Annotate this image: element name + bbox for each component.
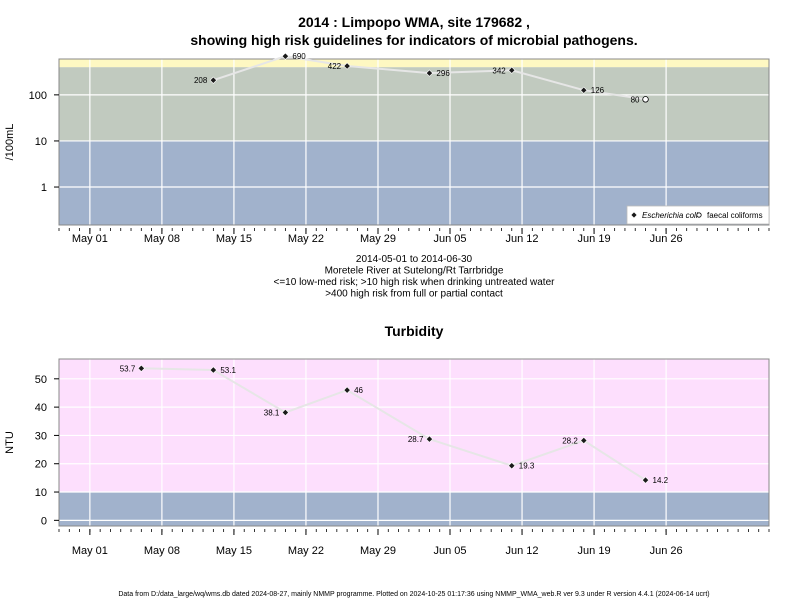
legend-label: faecal coliforms bbox=[707, 211, 763, 220]
x-tick-label: Jun 05 bbox=[433, 233, 466, 245]
data-point bbox=[508, 462, 516, 470]
chart-note: <=10 low-med risk; >10 high risk when dr… bbox=[274, 277, 556, 288]
data-label: 208 bbox=[194, 76, 208, 85]
y-tick-label: 0 bbox=[41, 515, 47, 527]
x-tick-label: May 08 bbox=[144, 545, 180, 557]
x-tick-label: Jun 12 bbox=[506, 233, 539, 245]
data-point bbox=[209, 76, 217, 84]
data-point bbox=[281, 52, 290, 60]
legend-marker bbox=[631, 212, 637, 218]
y-axis-label: NTU bbox=[4, 431, 16, 454]
chart-note: 2014-05-01 to 2014-06-30 bbox=[356, 254, 473, 265]
x-tick-label: May 01 bbox=[72, 545, 108, 557]
data-point bbox=[580, 436, 588, 445]
x-tick-label: May 22 bbox=[288, 545, 324, 557]
chart-note: Moretele River at Sutelong/Rt Tarrbridge bbox=[325, 266, 504, 277]
legend-label: Escherichia coli bbox=[642, 211, 698, 220]
series-line bbox=[141, 367, 647, 481]
data-label: 690 bbox=[292, 52, 306, 61]
data-label: 28.2 bbox=[562, 437, 578, 446]
legend-marker bbox=[696, 212, 702, 218]
data-point bbox=[281, 408, 290, 417]
data-point bbox=[425, 69, 434, 77]
risk-band-3 bbox=[59, 59, 769, 68]
x-tick-label: Jun 05 bbox=[433, 545, 466, 557]
chart-panel-1: 1 10 100 May 01 May 08 May 15 May 22 May 29 Jun … bbox=[4, 14, 770, 300]
data-point bbox=[137, 364, 145, 372]
data-label: 46 bbox=[354, 386, 363, 395]
x-tick-label: May 08 bbox=[144, 233, 180, 245]
data-label: 296 bbox=[436, 69, 450, 78]
x-tick-label: May 22 bbox=[288, 233, 324, 245]
y-tick-label: 10 bbox=[35, 487, 47, 499]
y-tick-label: 50 bbox=[35, 374, 47, 386]
chart-title-line-2: showing high risk guidelines for indicat… bbox=[190, 32, 637, 48]
x-tick-label: May 29 bbox=[360, 233, 396, 245]
chart-title: 2014 : Limpopo WMA, site 179682 , bbox=[298, 14, 530, 30]
plot-border bbox=[58, 358, 770, 527]
footer-note: Data from D:/data_large/wq/wms.db dated … bbox=[118, 591, 709, 598]
data-point bbox=[209, 366, 217, 374]
data-label: 342 bbox=[492, 66, 506, 75]
data-label: 19.3 bbox=[519, 462, 535, 471]
risk-band-2 bbox=[59, 67, 769, 141]
x-tick-label: May 29 bbox=[360, 545, 396, 557]
x-tick-label: Jun 19 bbox=[578, 233, 611, 245]
x-tick-label: May 01 bbox=[72, 233, 108, 245]
chart-title: Turbidity bbox=[385, 323, 444, 339]
chart-panel-2: 0 10 20 30 40 50 May 01 May 08 May 15 May 22 May 2… bbox=[4, 323, 770, 557]
data-point bbox=[425, 435, 434, 443]
x-tick-label: Jun 12 bbox=[506, 545, 539, 557]
x-tick-label: May 15 bbox=[216, 545, 252, 557]
data-label: 53.1 bbox=[220, 366, 236, 375]
data-point bbox=[641, 476, 650, 484]
plot-border bbox=[58, 58, 770, 226]
chart-note: >400 high risk from full or partial cont… bbox=[325, 289, 503, 300]
data-label: 28.7 bbox=[408, 435, 424, 444]
data-label: 422 bbox=[328, 62, 342, 71]
data-point bbox=[343, 62, 351, 70]
data-label: 53.7 bbox=[120, 364, 136, 373]
data-label: 80 bbox=[631, 95, 640, 104]
y-tick-label: 100 bbox=[29, 90, 47, 102]
y-tick-label: 1 bbox=[41, 182, 47, 194]
x-tick-label: Jun 19 bbox=[578, 545, 611, 557]
x-tick-label: Jun 26 bbox=[650, 233, 683, 245]
y-tick-label: 30 bbox=[35, 430, 47, 442]
y-tick-label: 20 bbox=[35, 459, 47, 471]
data-point bbox=[580, 86, 588, 94]
data-label: 126 bbox=[591, 86, 605, 95]
data-label: 38.1 bbox=[264, 408, 280, 417]
x-tick-label: Jun 26 bbox=[650, 545, 683, 557]
y-tick-label: 40 bbox=[35, 402, 47, 414]
y-axis-label: /100mL bbox=[4, 124, 16, 161]
data-point bbox=[642, 96, 649, 103]
data-point bbox=[343, 386, 351, 394]
x-tick-label: May 15 bbox=[216, 233, 252, 245]
data-label: 14.2 bbox=[653, 476, 669, 485]
y-tick-label: 10 bbox=[35, 136, 47, 148]
risk-band-2 bbox=[59, 359, 769, 493]
data-point bbox=[508, 66, 516, 74]
